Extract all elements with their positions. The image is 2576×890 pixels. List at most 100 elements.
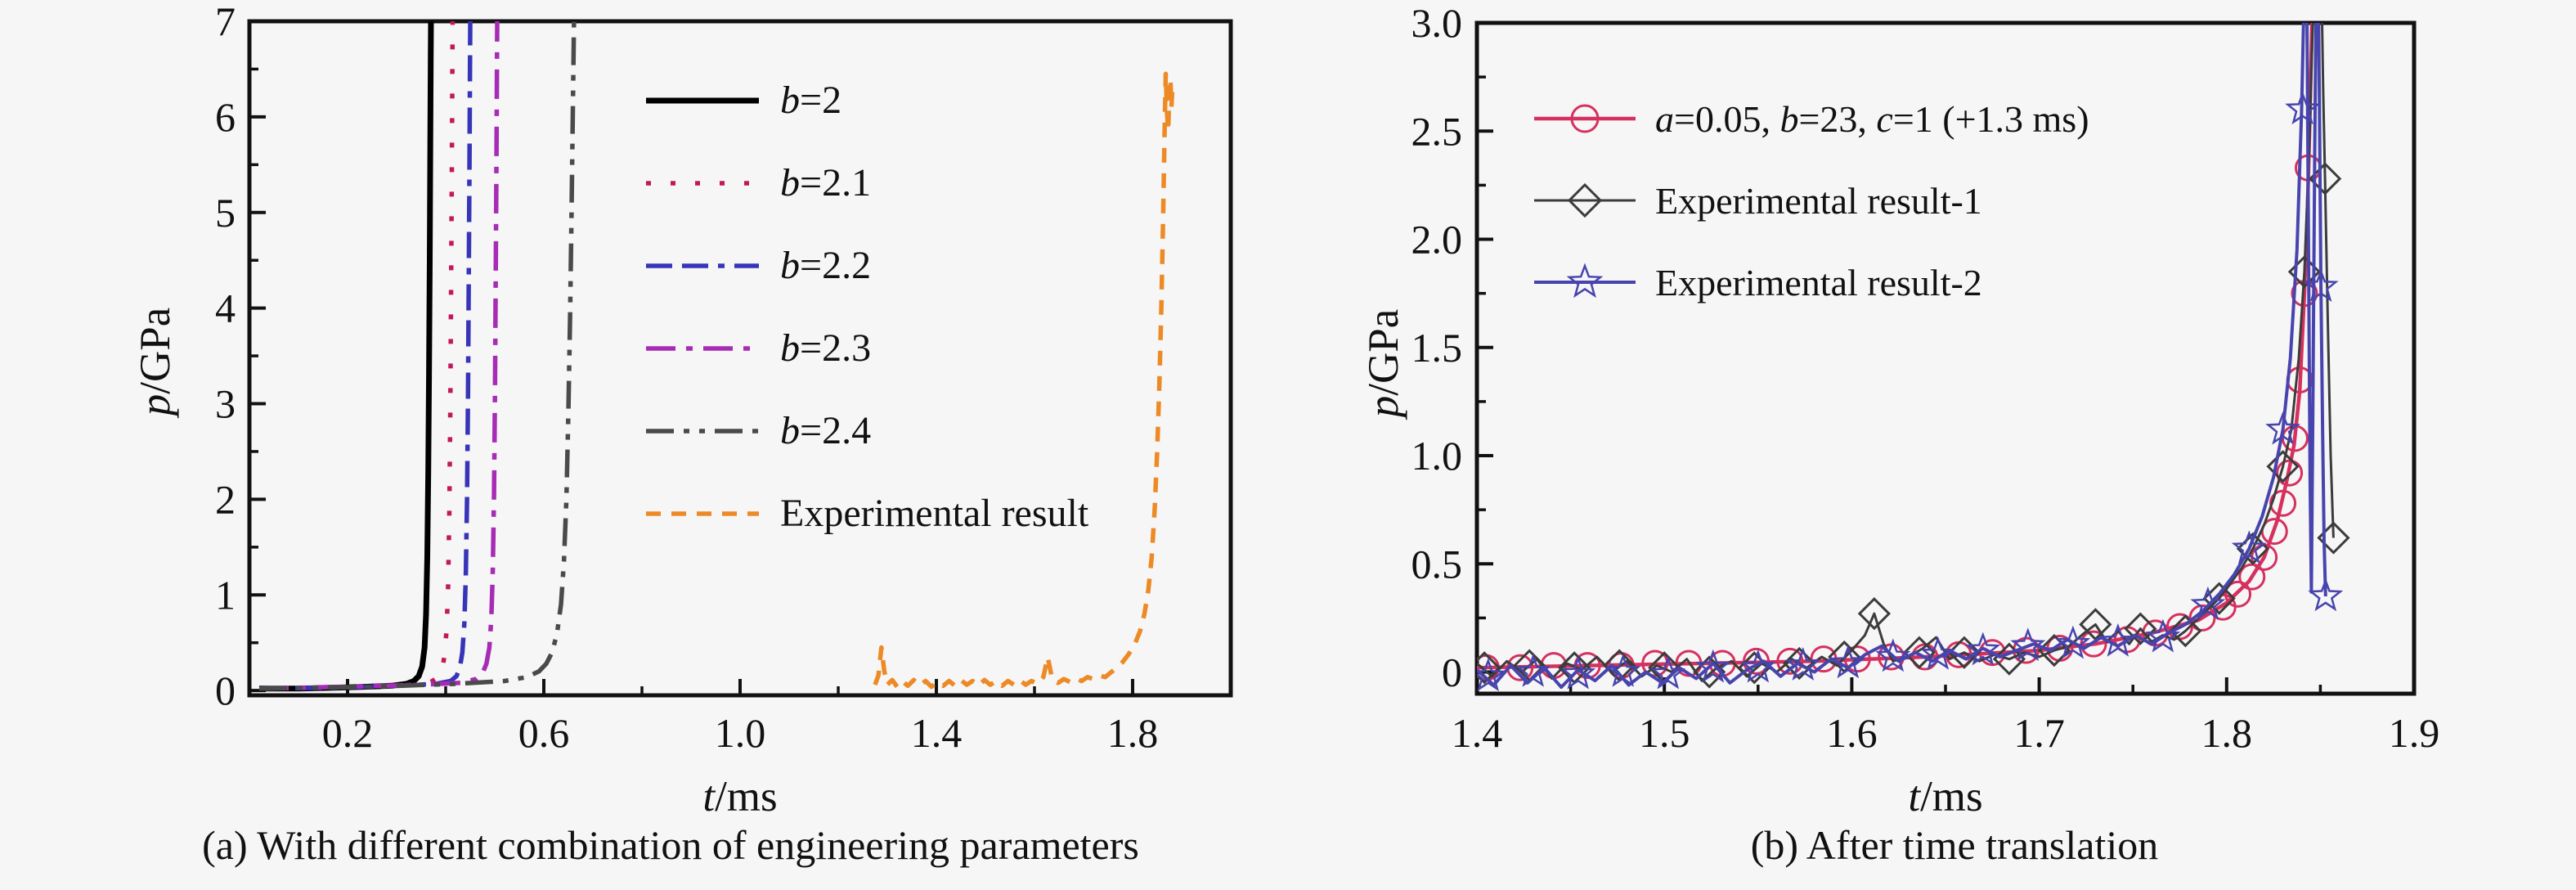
legend-label: b=2 [780,78,841,123]
text-segment: /ms [1920,773,1983,820]
series-line-b-2 [259,21,434,692]
y-axis-label-b: p/GPa [1359,240,1408,486]
text-segment: p [1360,395,1407,418]
text-segment: t [1908,773,1921,820]
marker-diamond [1992,642,2026,676]
text-segment: =2.4 [800,409,872,452]
marker-star [1965,632,2001,666]
x-tick-label: 0.2 [322,710,374,756]
text-segment: a [1655,97,1674,140]
marker-star [2100,623,2136,657]
marker-diamond [2266,450,2300,483]
marker-star [1785,647,1821,681]
x-tick-label: 1.9 [2389,710,2440,756]
marker-star [2308,578,2344,612]
marker-star [2285,91,2321,125]
text-segment: /ms [715,773,778,820]
caption-b: (b) After time translation [1750,822,2159,868]
legend-label: b=2.2 [780,243,871,288]
legend-label: Experimental result [780,491,1088,536]
marker-star [1875,638,1911,672]
text-segment: /GPa [1360,308,1407,396]
marker-star [1515,653,1551,687]
text-segment: b [780,326,800,370]
legend-item-b2: b=2 [644,59,1088,142]
caption-a: (a) With different combination of engine… [202,822,1139,868]
marker-diamond [1902,636,1936,669]
legend-label: b=2.4 [780,408,871,453]
text-segment: b [780,161,800,205]
text-segment: c [1876,97,1893,140]
y-tick-label: 4 [215,285,236,331]
marker-circle [1570,104,1600,133]
y-tick-label: 2.5 [1411,108,1463,154]
marker-star [1830,645,1866,679]
x-tick-label: 1.4 [1452,710,1503,756]
y-tick-label: 1 [215,572,236,618]
text-segment: Experimental result-2 [1655,261,1982,303]
marker-circle [1843,645,1871,673]
marker-star [2231,530,2267,564]
y-tick-label: 0 [1442,650,1462,695]
text-segment: b [780,409,800,452]
text-segment: b [780,244,800,287]
legend-line-sample [1534,104,1636,133]
legend-item-b2-3: b=2.3 [644,307,1088,389]
chart-a: 0.2 0.6 1.0 1.4 1.8 0 1 2 3 4 5 6 7 [215,0,1233,756]
marker-star [2190,586,2226,620]
marker-diamond [1693,655,1726,689]
legend-line-sample [646,510,759,516]
legend-item-b2-4: b=2.4 [644,389,1088,472]
x-axis-label-b: t/ms [1700,772,2191,821]
text-segment: b [1779,97,1799,140]
marker-star [1477,658,1506,692]
text-segment: =2 [800,79,842,122]
marker-diamond [2037,633,2071,668]
legend-item-model: a=0.05, b=23, c=1 (+1.3 ms) [1533,78,2089,160]
legend-item-b2-2: b=2.2 [644,224,1088,307]
marker-star [1566,263,1604,299]
text-segment: b [780,79,800,122]
x-tick-label: 0.6 [518,710,570,756]
x-tick-label: 1.8 [1107,710,1159,756]
y-tick-label: 3 [215,381,236,427]
legend-line-sample [1534,182,1636,218]
marker-star [1695,649,1731,683]
text-segment: Experimental result-1 [1655,179,1982,222]
series-group [1477,23,2350,692]
marker-diamond [1783,646,1816,681]
series-line-b-2-2 [258,21,473,691]
text-segment: =2.2 [800,244,872,287]
y-tick-label: 5 [215,190,236,236]
marker-diamond [1567,182,1603,218]
x-tick-label: 1.8 [2201,710,2253,756]
y-tick-label: 7 [215,0,236,44]
y-tick-label: 2.0 [1411,217,1463,263]
marker-circle [2269,489,2297,517]
marker-star [2055,625,2091,659]
text-segment: p [132,393,179,416]
marker-circle [1776,647,1804,675]
x-tick-label: 1.0 [715,710,766,756]
marker-star [1605,653,1641,687]
legend-label: b=2.3 [780,326,871,371]
legend-item-exp2: Experimental result-2 [1533,241,2089,323]
y-tick-label: 0.5 [1411,541,1463,587]
legend-line-sample [1534,263,1636,299]
legend-label: b=2.1 [780,160,871,205]
y-tick-label: 0 [215,668,236,713]
y-tick-label: 6 [215,94,236,140]
legend-chart-b: a=0.05, b=23, c=1 (+1.3 ms) Experimental… [1533,78,2089,323]
y-tick-label: 2 [215,476,236,522]
marker-star [2265,411,2300,445]
y-tick-label: 3.0 [1411,0,1463,46]
legend-item-exp1: Experimental result-1 [1533,160,2089,241]
x-tick-label: 1.4 [911,710,963,756]
y-axis-label-a: p/GPa [131,239,180,484]
legend-label: Experimental result-1 [1655,179,1982,222]
marker-circle [2276,459,2304,487]
y-tick-label: 1.0 [1411,433,1463,479]
series-line-b-2-3 [258,21,500,691]
